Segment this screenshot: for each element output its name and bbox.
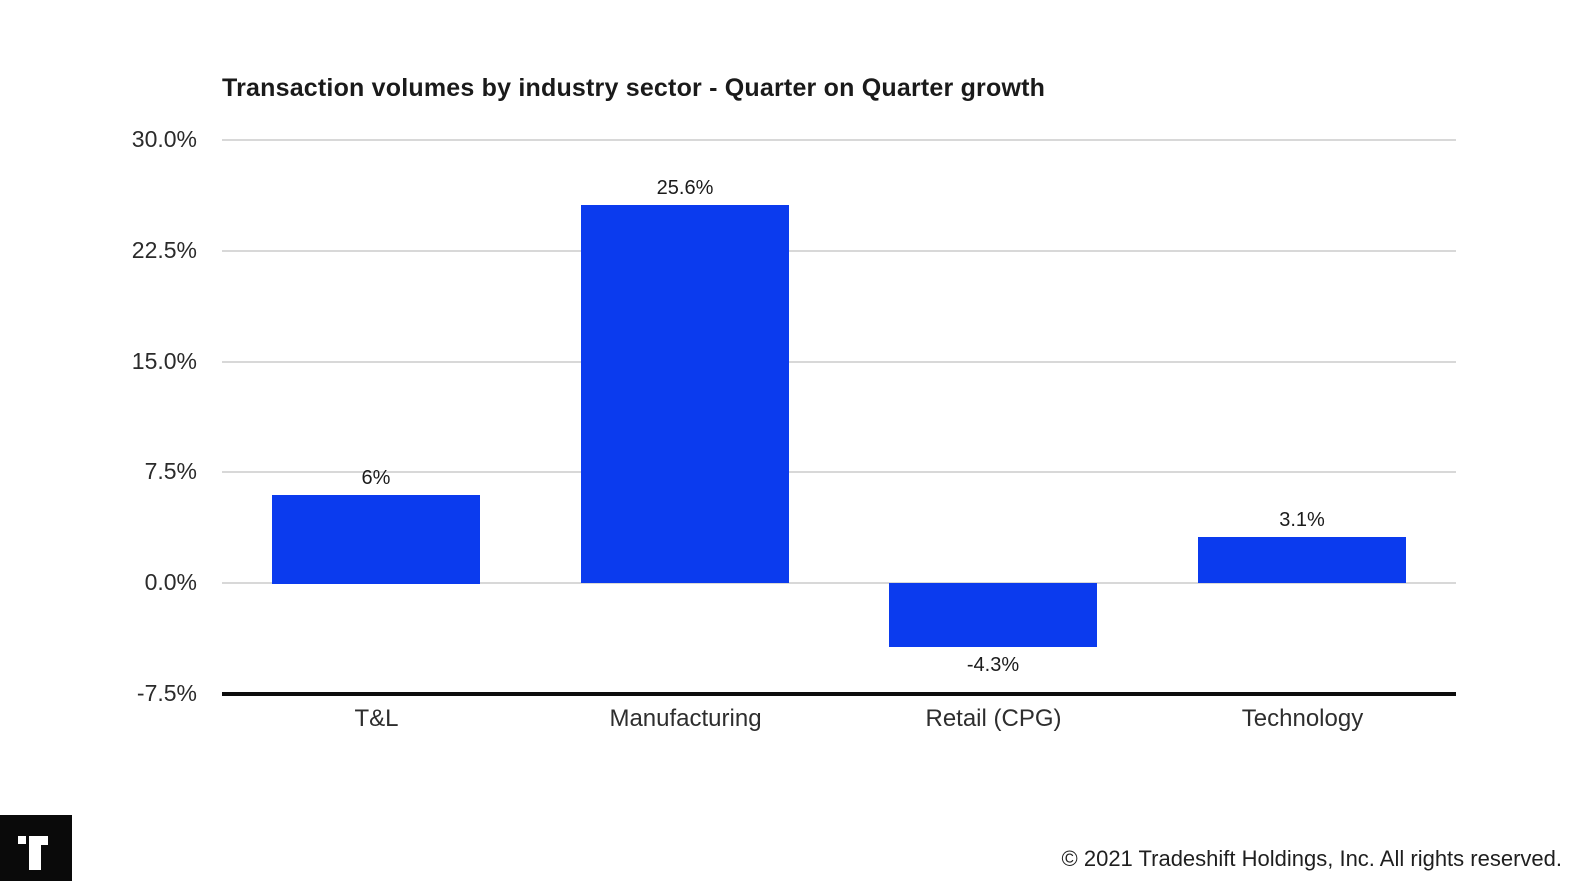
bar-technology (1198, 537, 1406, 583)
chart-title: Transaction volumes by industry sector -… (222, 74, 1046, 102)
bar-value-label: 3.1% (1279, 509, 1325, 531)
bar-value-label: 25.6% (656, 177, 714, 199)
y-axis-tick-label: 22.5% (131, 237, 197, 263)
bar-value-label: 6% (361, 467, 391, 489)
gridline (222, 582, 1456, 584)
copyright-text: © 2021 Tradeshift Holdings, Inc. All rig… (1061, 846, 1562, 871)
y-axis-tick-label: 30.0% (131, 126, 197, 152)
x-axis-category-label: Manufacturing (609, 705, 762, 732)
gridline (222, 361, 1456, 363)
gridline (222, 250, 1456, 252)
gridline (222, 139, 1456, 141)
bar-value-label: -4.3% (966, 654, 1020, 676)
logo-arm-shape (29, 836, 48, 845)
x-axis-line (222, 692, 1456, 696)
x-axis-category-label: Technology (1241, 705, 1364, 732)
x-axis-category-label: T&L (354, 705, 399, 732)
tradeshift-logo-icon (0, 815, 72, 881)
y-axis-tick-label: -7.5% (136, 680, 197, 706)
bar-manufacturing (581, 205, 789, 583)
bar-t-l (272, 495, 480, 584)
x-axis-category-label: Retail (CPG) (925, 705, 1062, 732)
y-axis-tick-label: 15.0% (131, 348, 197, 374)
bar-retail-cpg (889, 583, 1097, 647)
gridline (222, 471, 1456, 473)
logo-dot-shape (18, 836, 26, 844)
y-axis-tick-label: 7.5% (144, 458, 197, 484)
y-axis-tick-label: 0.0% (144, 569, 197, 595)
